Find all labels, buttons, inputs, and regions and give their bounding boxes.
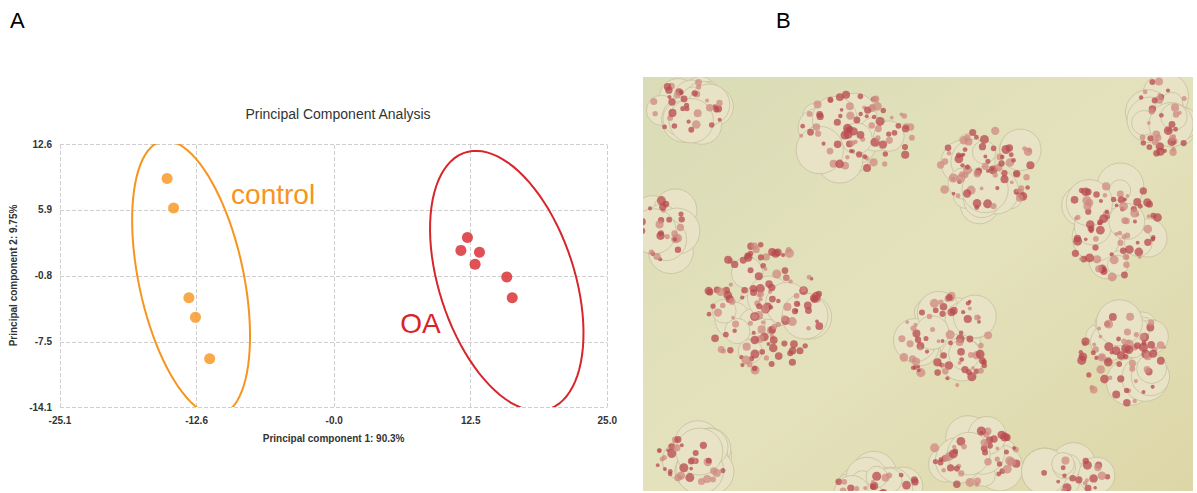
- svg-text:-12.6: -12.6: [185, 415, 208, 426]
- svg-text:5.9: 5.9: [38, 204, 52, 215]
- svg-text:-25.1: -25.1: [49, 415, 72, 426]
- svg-text:Principal component 1: 90.3%: Principal component 1: 90.3%: [263, 433, 405, 444]
- svg-text:25.0: 25.0: [598, 415, 618, 426]
- svg-text:-14.1: -14.1: [29, 402, 52, 413]
- svg-text:control: control: [231, 179, 315, 210]
- svg-text:12.5: 12.5: [461, 415, 481, 426]
- svg-text:-0.0: -0.0: [326, 415, 344, 426]
- html-text:A: A: [10, 8, 25, 33]
- svg-text:Principal Component Analysis: Principal Component Analysis: [245, 106, 430, 122]
- svg-text:-7.5: -7.5: [35, 336, 53, 347]
- svg-text:12.6: 12.6: [33, 139, 53, 150]
- svg-text:-0.8: -0.8: [35, 270, 53, 281]
- html-text:B: B: [776, 8, 791, 33]
- svg-text:OA: OA: [400, 308, 441, 339]
- svg-text:Principal component 2: 9.75%: Principal component 2: 9.75%: [8, 205, 19, 347]
